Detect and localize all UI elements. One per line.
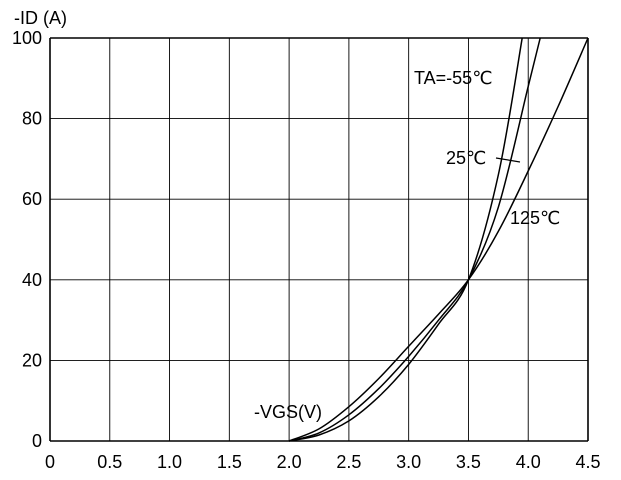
series-lines <box>288 37 589 442</box>
x-axis-title: -VGS(V) <box>254 402 322 422</box>
y-tick-label: 0 <box>32 431 42 451</box>
y-tick-label: 80 <box>22 109 42 129</box>
y-tick-label: 60 <box>22 189 42 209</box>
x-tick-label: 1.0 <box>157 452 182 472</box>
y-tick-label: 100 <box>12 28 42 48</box>
x-tick-label: 4.5 <box>575 452 600 472</box>
y-axis-title: -ID (A) <box>14 8 67 28</box>
x-tick-label: 3.0 <box>396 452 421 472</box>
series-label-minus55c: TA=-55℃ <box>414 68 492 88</box>
y-tick-label: 20 <box>22 350 42 370</box>
x-tick-label: 1.5 <box>217 452 242 472</box>
series-line-25c <box>288 37 541 442</box>
x-tick-label: 4.0 <box>516 452 541 472</box>
grid <box>49 37 589 442</box>
series-label-25c-leader <box>495 157 521 163</box>
y-tick-label: 40 <box>22 270 42 290</box>
x-tick-label: 0 <box>45 452 55 472</box>
x-tick-label: 3.5 <box>456 452 481 472</box>
x-tick-label: 2.5 <box>336 452 361 472</box>
x-tick-label: 2.0 <box>277 452 302 472</box>
x-tick-label: 0.5 <box>97 452 122 472</box>
series-label-25c: 25℃ <box>446 148 486 168</box>
series-label-125c: 125℃ <box>510 208 560 228</box>
series-line-125c <box>288 37 589 442</box>
series-line-minus55c <box>288 37 523 442</box>
tick-labels: 0 0.5 1.0 1.5 2.0 2.5 3.0 3.5 4.0 4.5 0 20 40 60 80 100 <box>12 28 601 472</box>
